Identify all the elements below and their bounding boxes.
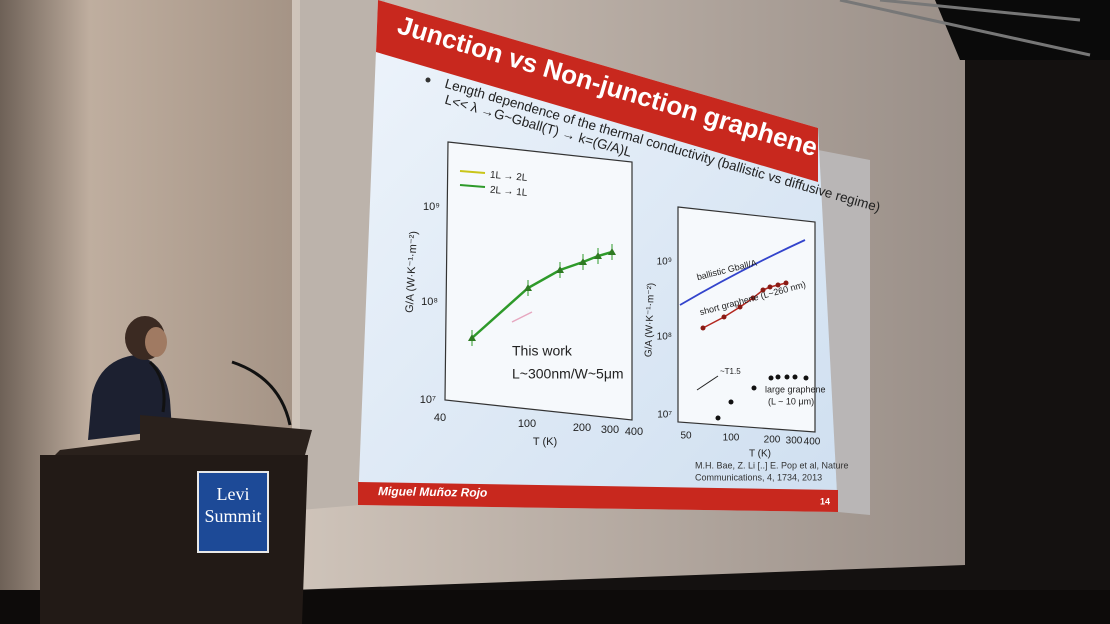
x-tick-label: 200	[573, 422, 591, 434]
x-tick-label: 100	[518, 418, 536, 430]
data-point	[750, 295, 756, 301]
data-point	[721, 314, 727, 320]
data-point	[594, 252, 602, 259]
footer-bar	[358, 482, 838, 512]
screen-right-light	[818, 150, 870, 515]
y-tick-label: 10⁹	[423, 201, 440, 213]
data-point	[768, 375, 774, 381]
data-point	[579, 258, 587, 265]
reference-line	[511, 311, 533, 323]
speaker-face	[145, 327, 167, 357]
x-tick-label: 200	[764, 435, 781, 446]
truss	[839, 0, 1091, 57]
ceiling	[935, 0, 1110, 60]
legend-swatch	[459, 170, 486, 174]
y-tick-label: 10⁹	[657, 257, 672, 268]
data-point	[751, 385, 757, 391]
y-tick-label: 10⁷	[420, 394, 436, 406]
curve-label: ~T1.5	[720, 367, 741, 376]
x-tick-label: 40	[434, 412, 446, 424]
data-point	[784, 374, 790, 380]
slide-page: 14	[820, 496, 830, 506]
data-point	[775, 374, 781, 380]
y-axis-label: G/A (W·K⁻¹·m⁻²)	[643, 283, 657, 358]
bullet-dot	[425, 77, 431, 83]
data-point	[468, 334, 476, 341]
data-point	[728, 399, 734, 405]
data-point	[737, 304, 743, 310]
annotation: L~300nm/W~5μm	[512, 366, 624, 382]
slide-author: Miguel Muñoz Rojo	[378, 484, 487, 500]
microphone	[231, 360, 292, 426]
right-plot-frame	[677, 206, 816, 433]
data-point	[760, 287, 766, 293]
microphone	[148, 360, 166, 413]
left-plot-data	[468, 244, 616, 346]
right-plot-data	[679, 239, 809, 421]
legend-entry: 1L → 2L	[490, 170, 529, 184]
data-line	[471, 250, 613, 339]
data-point	[792, 374, 798, 380]
legend-entry: 2L → 1L	[490, 185, 529, 199]
curve-label: large graphene	[765, 384, 826, 394]
data-point	[803, 375, 809, 381]
data-point	[775, 282, 781, 288]
data-point	[700, 325, 706, 331]
x-tick-label: 100	[723, 433, 740, 444]
x-tick-label: 300	[601, 424, 619, 436]
x-tick-label: 300	[786, 436, 803, 447]
data-point	[524, 284, 532, 291]
data-point	[556, 266, 564, 273]
x-tick-label: 400	[625, 426, 643, 438]
annotation: This work	[512, 343, 573, 359]
slope-line	[696, 375, 719, 391]
y-axis-label: G/A (W·K⁻¹·m⁻²)	[404, 231, 420, 313]
sign-text: Summit	[204, 506, 261, 526]
y-tick-label: 10⁷	[657, 410, 672, 421]
citation: Communications, 4, 1734, 2013	[695, 472, 822, 482]
legend-swatch	[459, 184, 486, 188]
y-tick-label: 10⁸	[421, 296, 438, 308]
data-point	[783, 280, 789, 286]
x-axis-label: T (K)	[749, 449, 771, 460]
data-point	[715, 415, 721, 421]
x-tick-label: 400	[804, 437, 821, 448]
x-tick-label: 50	[680, 431, 692, 442]
citation: M.H. Bae, Z. Li [..] E. Pop et al, Natur…	[695, 460, 849, 470]
y-tick-label: 10⁸	[657, 332, 672, 343]
sign-text: Levi	[217, 484, 250, 504]
x-axis-label: T (K)	[533, 436, 557, 448]
podium-top	[55, 415, 312, 455]
data-point	[608, 248, 616, 255]
curve-label: (L ~ 10 μm)	[768, 396, 814, 406]
ballistic-curve	[679, 239, 806, 306]
podium-sign	[197, 471, 269, 553]
title-bar	[376, 0, 818, 182]
data-point	[767, 284, 773, 290]
